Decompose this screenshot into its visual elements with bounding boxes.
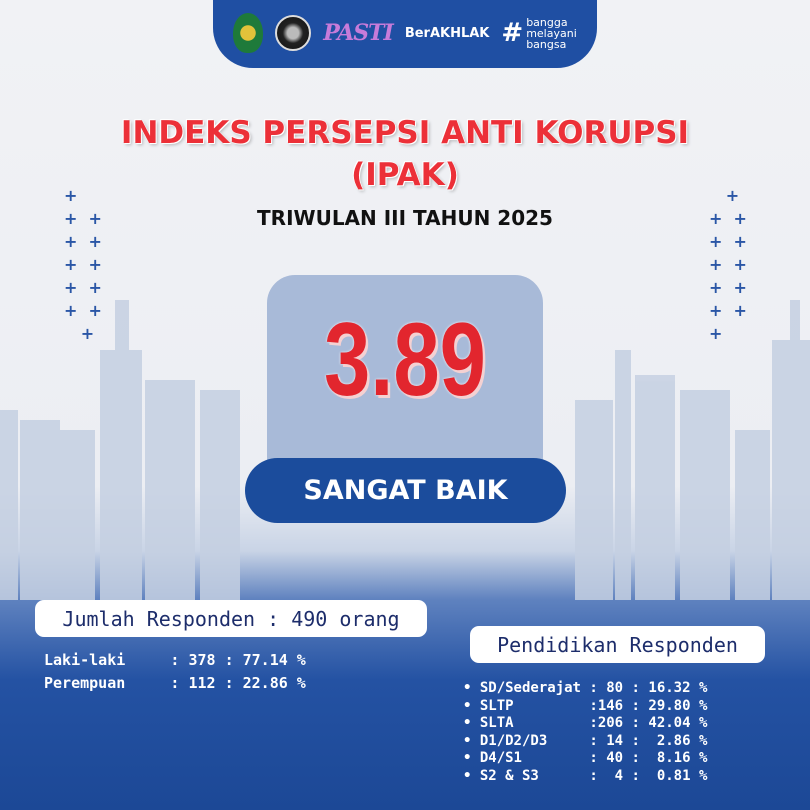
plus-pattern-left-icon: + + + + + + + + + + + + bbox=[64, 186, 102, 343]
row-label: SLTA bbox=[479, 715, 514, 732]
bangga-melayani-bangsa-logo: # bangga melayani bangsa bbox=[501, 17, 576, 50]
period-subtitle: TRIWULAN III TAHUN 2025 bbox=[257, 206, 553, 230]
score-card bbox=[267, 275, 543, 485]
bullet-icon: • bbox=[463, 715, 480, 732]
row-label: SLTP bbox=[479, 697, 514, 714]
separator: : bbox=[215, 651, 243, 669]
separator: : bbox=[589, 732, 598, 749]
separator: : bbox=[623, 680, 649, 696]
bullet-icon: • bbox=[463, 680, 480, 696]
bullet-icon: • bbox=[463, 750, 480, 767]
separator: : bbox=[623, 732, 649, 749]
row-count: 4 bbox=[614, 767, 624, 784]
row-count: 40 bbox=[606, 750, 624, 767]
bullet-icon: • bbox=[463, 732, 480, 749]
plus-pattern-right-icon: + + + + + + + + + + + + bbox=[709, 186, 747, 343]
title-line-2: (IPAK) bbox=[351, 157, 459, 193]
separator: : bbox=[170, 651, 180, 669]
row-percent: 16.32 % bbox=[648, 680, 708, 696]
separator: : bbox=[589, 680, 598, 696]
row-count: 146 bbox=[597, 697, 624, 714]
separator: : bbox=[589, 767, 598, 784]
row-percent: 2.86 % bbox=[656, 732, 708, 749]
title-line-1: INDEKS PERSEPSI ANTI KORUPSI bbox=[120, 115, 690, 151]
court-seal-logo bbox=[275, 15, 312, 51]
education-breakdown: • SD/Sederajat:80 : 16.32 % • SLTP:146 : … bbox=[463, 680, 707, 786]
row-label: S2 & S3 bbox=[479, 767, 539, 784]
separator: : bbox=[589, 750, 598, 767]
bullet-icon: • bbox=[463, 767, 480, 784]
row-count: 14 bbox=[606, 732, 624, 749]
hash-icon: # bbox=[501, 18, 524, 48]
row-label: Perempuan bbox=[44, 674, 126, 692]
row-count: 112 bbox=[188, 674, 216, 692]
table-row: • D4/S1:40 : 8.16 % bbox=[463, 750, 707, 768]
mahkamah-agung-logo bbox=[233, 13, 264, 53]
ipak-score: 3.89 bbox=[324, 302, 486, 418]
row-count: 206 bbox=[597, 715, 624, 732]
score-category-badge: SANGAT BAIK bbox=[245, 458, 566, 523]
row-count: 378 bbox=[188, 651, 216, 669]
table-row: • SLTP:146 : 29.80 % bbox=[463, 698, 707, 716]
table-row: Laki-laki:378 : 77.14 % bbox=[44, 649, 306, 672]
berakhlak-logo: BerAKHLAK bbox=[404, 25, 490, 41]
table-row: Perempuan:112 : 22.86 % bbox=[44, 672, 306, 695]
education-heading-text: Pendidikan Responden bbox=[497, 632, 738, 657]
row-count: 80 bbox=[606, 680, 624, 696]
row-percent: 42.04 % bbox=[648, 715, 708, 732]
separator: : bbox=[589, 715, 598, 732]
respondent-count-text: Jumlah Responden : 490 orang bbox=[62, 606, 400, 631]
table-row: • SD/Sederajat:80 : 16.32 % bbox=[463, 680, 707, 698]
row-percent: 22.86 % bbox=[242, 674, 306, 692]
table-row: • D1/D2/D3:14 : 2.86 % bbox=[463, 733, 707, 751]
row-percent: 8.16 % bbox=[656, 750, 708, 767]
separator: : bbox=[623, 715, 649, 732]
logo-text: melayani bbox=[526, 26, 577, 40]
separator: : bbox=[623, 767, 649, 784]
gender-breakdown: Laki-laki:378 : 77.14 % Perempuan:112 : 2… bbox=[44, 649, 306, 695]
separator: : bbox=[589, 697, 598, 714]
logo-text: bangsa bbox=[526, 37, 567, 51]
logo-text: bangga bbox=[526, 15, 568, 29]
row-label: Laki-laki bbox=[44, 651, 126, 669]
respondent-count-heading: Jumlah Responden : 490 orang bbox=[35, 600, 427, 637]
separator: : bbox=[215, 674, 243, 692]
bullet-icon: • bbox=[463, 697, 480, 714]
separator: : bbox=[170, 674, 180, 692]
table-row: • SLTA:206 : 42.04 % bbox=[463, 715, 707, 733]
logo-banner: PASTI BerAKHLAK # bangga melayani bangsa bbox=[213, 0, 597, 68]
table-row: • S2 & S3:4 : 0.81 % bbox=[463, 768, 707, 786]
row-label: D4/S1 bbox=[479, 750, 522, 767]
city-skyline-illustration bbox=[0, 300, 810, 600]
education-heading: Pendidikan Responden bbox=[470, 626, 765, 663]
pasti-logo: PASTI bbox=[323, 20, 394, 46]
row-label: SD/Sederajat bbox=[479, 680, 581, 696]
page-title: INDEKS PERSEPSI ANTI KORUPSI (IPAK) bbox=[0, 112, 810, 196]
row-label: D1/D2/D3 bbox=[479, 732, 548, 749]
separator: : bbox=[623, 697, 649, 714]
row-percent: 0.81 % bbox=[656, 767, 708, 784]
row-percent: 29.80 % bbox=[648, 697, 708, 714]
row-percent: 77.14 % bbox=[242, 651, 306, 669]
separator: : bbox=[623, 750, 649, 767]
